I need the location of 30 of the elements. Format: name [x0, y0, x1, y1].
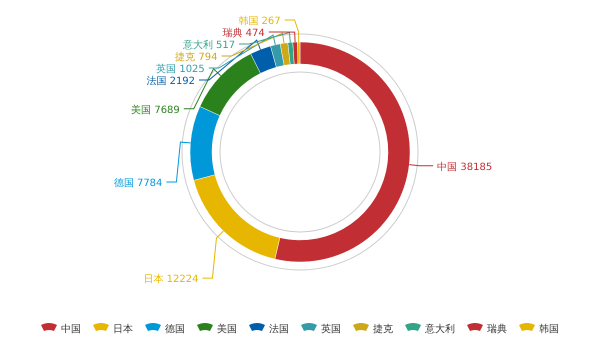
legend-label: 法国 — [269, 323, 289, 335]
slice-label: 德国 — [114, 178, 137, 190]
legend-label: 英国 — [321, 323, 341, 335]
slice-label: 瑞典 — [222, 27, 246, 39]
slice-label: 中国 — [437, 160, 460, 173]
data-label: 517 — [216, 40, 236, 51]
data-label: 2192 — [170, 76, 196, 87]
slice-label: 英国 — [156, 63, 180, 75]
legend-label: 中国 — [61, 323, 81, 335]
slice-label: 意大利 — [182, 39, 216, 51]
data-label: 7689 — [154, 104, 180, 116]
slice-label: 韩国 — [238, 15, 262, 27]
slice-label: 美国 — [131, 104, 154, 116]
legend-label: 意大利 — [424, 323, 455, 335]
slice-label: 捷克 — [175, 51, 198, 63]
legend-label: 日本 — [113, 323, 133, 335]
data-label: 474 — [246, 28, 265, 39]
data-label: 7784 — [136, 178, 162, 190]
data-label: 38185 — [460, 162, 492, 173]
legend-label: 美国 — [217, 323, 237, 335]
slice-label: 日本 — [143, 273, 167, 286]
data-label: 267 — [261, 16, 281, 27]
legend-label: 瑞典 — [487, 323, 507, 335]
legend-label: 捷克 — [373, 323, 393, 335]
data-label: 794 — [198, 52, 218, 63]
legend-label: 德国 — [165, 324, 185, 335]
slice-label: 法国 — [146, 75, 170, 87]
data-label: 12224 — [166, 274, 198, 286]
data-label: 1025 — [179, 64, 205, 75]
legend-label: 韩国 — [539, 323, 559, 335]
